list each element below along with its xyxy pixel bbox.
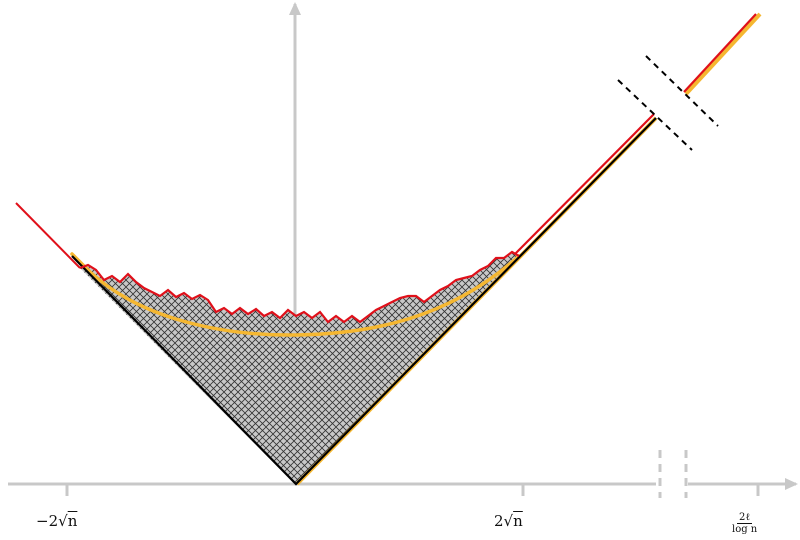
sample-diagram-boundary bbox=[79, 250, 520, 324]
wedge-outline bbox=[71, 117, 657, 486]
diagonal-break-mark-upper bbox=[645, 55, 719, 127]
tick-label-right: 2√n bbox=[494, 512, 523, 530]
sample-far-arm bbox=[683, 13, 757, 93]
limit-shape-far-arm bbox=[684, 12, 762, 96]
tick-label-left: −2√n bbox=[36, 512, 78, 530]
hatched-region bbox=[80, 252, 519, 484]
tick-label-far: 2ℓ log n bbox=[732, 512, 758, 535]
limit-shape-curve bbox=[70, 252, 521, 337]
sample-left-arm bbox=[15, 202, 81, 269]
diagonal-break-mark-lower bbox=[617, 79, 693, 151]
sample-right-arm bbox=[514, 113, 655, 255]
